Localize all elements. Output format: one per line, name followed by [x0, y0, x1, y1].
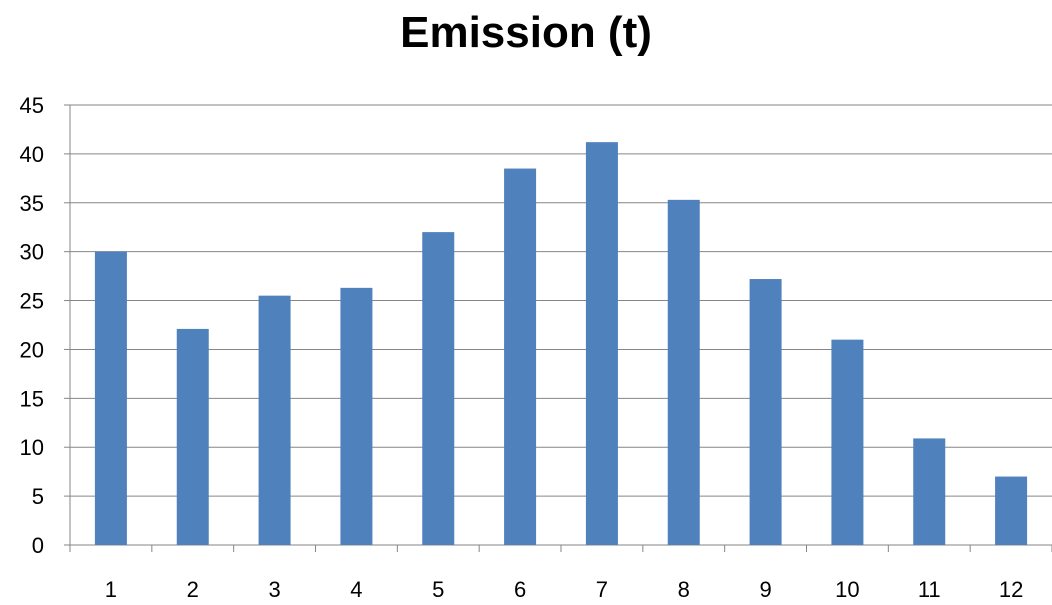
x-tick-label: 5 [432, 577, 444, 602]
bar [667, 199, 700, 545]
bar [831, 339, 864, 545]
bar [504, 168, 537, 546]
y-tick-label: 5 [32, 484, 44, 509]
y-tick-label: 45 [20, 93, 44, 118]
bar [749, 279, 782, 545]
bar [176, 328, 209, 545]
x-tick-label: 12 [999, 577, 1023, 602]
x-tick-label: 1 [105, 577, 117, 602]
bar [913, 438, 946, 545]
x-tick-label: 9 [759, 577, 771, 602]
y-tick-label: 0 [32, 533, 44, 558]
y-tick-label: 35 [20, 191, 44, 216]
bar [258, 295, 291, 545]
x-tick-label: 3 [268, 577, 280, 602]
y-tick-label: 30 [20, 240, 44, 265]
y-tick-label: 40 [20, 142, 44, 167]
x-tick-label: 10 [835, 577, 859, 602]
bar [94, 251, 127, 545]
x-tick-label: 6 [514, 577, 526, 602]
bar [422, 232, 455, 545]
x-tick-label: 2 [187, 577, 199, 602]
y-tick-label: 25 [20, 289, 44, 314]
chart-title: Emission (t) [400, 8, 652, 57]
bar [995, 476, 1028, 545]
y-tick-label: 20 [20, 337, 44, 362]
x-tick-label: 7 [596, 577, 608, 602]
bar [340, 287, 373, 545]
x-tick-label: 11 [918, 577, 941, 602]
y-tick-label: 10 [20, 435, 44, 460]
x-tick-label: 4 [350, 577, 362, 602]
bar [585, 142, 618, 545]
x-tick-label: 8 [678, 577, 690, 602]
y-tick-label: 15 [20, 386, 44, 411]
